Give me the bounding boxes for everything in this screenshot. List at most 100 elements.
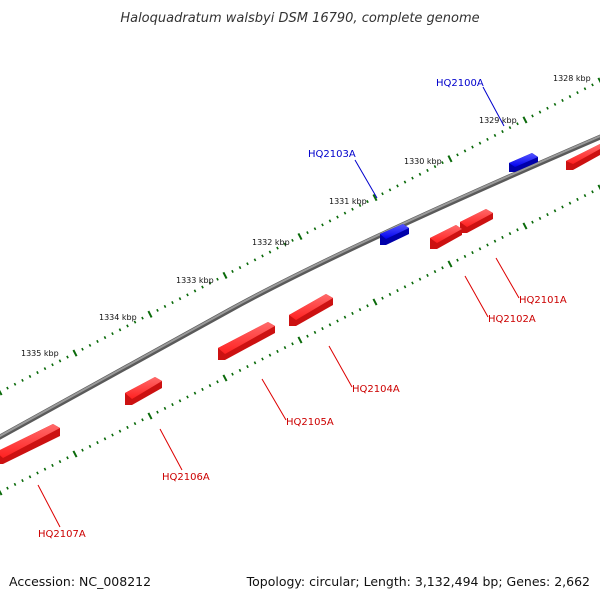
forward-ruler-minor-tick: [433, 165, 437, 169]
forward-ruler-major-tick: [72, 349, 78, 357]
forward-ruler-minor-tick: [516, 122, 519, 126]
reverse-ruler-minor-tick: [351, 311, 354, 315]
reverse-ruler-minor-tick: [411, 281, 414, 285]
forward-ruler-minor-tick: [268, 250, 272, 254]
reverse-ruler-minor-tick: [156, 410, 159, 414]
forward-ruler-minor-tick: [351, 207, 354, 211]
forward-ruler-minor-tick: [216, 277, 219, 281]
reverse-ruler-major-tick: [597, 184, 600, 191]
forward-ruler-minor-tick: [66, 355, 69, 359]
forward-ruler-minor-tick: [486, 137, 489, 141]
forward-ruler-major-tick: [147, 310, 153, 318]
gene-label-HQ2106A[interactable]: HQ2106A: [162, 472, 210, 483]
reverse-ruler-minor-tick: [328, 323, 332, 327]
reverse-ruler-minor-tick: [486, 243, 489, 247]
reverse-ruler-minor-tick: [36, 471, 39, 475]
reverse-ruler-minor-tick: [591, 190, 594, 194]
reverse-ruler-minor-tick: [171, 403, 174, 407]
forward-ruler-minor-tick: [118, 328, 122, 332]
gene-HQ2100A[interactable]: [509, 153, 538, 172]
forward-ruler-major-tick: [597, 77, 600, 84]
forward-ruler-minor-tick: [336, 215, 339, 219]
gene-edge-right[interactable]: [566, 144, 600, 170]
reverse-ruler-minor-tick: [366, 304, 369, 308]
forward-ruler-minor-tick: [246, 262, 249, 266]
reverse-ruler-minor-tick: [561, 205, 564, 209]
reverse-ruler-minor-tick: [493, 239, 497, 243]
scale-label-1334: 1334 kbp: [99, 313, 137, 322]
gene-HQ2107A[interactable]: [0, 424, 60, 464]
forward-ruler-minor-tick: [358, 203, 362, 207]
forward-ruler-minor-tick: [553, 102, 557, 106]
gene-HQ2104A[interactable]: [289, 294, 333, 326]
reverse-ruler-minor-tick: [508, 232, 512, 236]
reverse-ruler-minor-tick: [546, 213, 549, 217]
reverse-ruler-minor-tick: [208, 384, 212, 388]
reverse-ruler-minor-tick: [216, 380, 219, 384]
forward-ruler-minor-tick: [58, 359, 62, 363]
reverse-ruler-minor-tick: [126, 425, 129, 429]
gene-HQ2105A[interactable]: [218, 322, 275, 360]
scale-labels: 1328 kbp 1329 kbp 1330 kbp 1331 kbp 1332…: [21, 74, 591, 358]
reverse-ruler-minor-tick: [111, 433, 114, 437]
reverse-ruler-minor-tick: [283, 346, 287, 350]
reverse-ruler-minor-tick: [531, 220, 534, 224]
forward-ruler-minor-tick: [441, 161, 444, 165]
reverse-ruler-minor-tick: [441, 266, 444, 270]
forward-ruler-minor-tick: [306, 231, 309, 235]
gene-HQ2106A[interactable]: [125, 377, 162, 405]
forward-ruler-minor-tick: [186, 293, 189, 297]
forward-ruler-minor-tick: [51, 363, 54, 367]
gene-label-HQ2100A[interactable]: HQ2100A: [436, 78, 484, 89]
gene-HQ2101A[interactable]: [460, 209, 493, 233]
gene-label-HQ2102A[interactable]: HQ2102A: [488, 314, 536, 325]
reverse-ruler-minor-tick: [103, 437, 107, 441]
gene-label-HQ2103A[interactable]: HQ2103A: [308, 149, 356, 160]
gene-label-HQ2104A[interactable]: HQ2104A: [352, 384, 400, 395]
reverse-ruler-minor-tick: [43, 467, 47, 471]
gene-labels: HQ2100A HQ2101A HQ2102A HQ2103A HQ2104A …: [38, 78, 567, 540]
gene-HQ2103A[interactable]: [380, 224, 409, 245]
scale-label-1332: 1332 kbp: [252, 238, 290, 247]
reverse-ruler-minor-tick: [358, 308, 362, 312]
forward-ruler-minor-tick: [88, 343, 92, 347]
forward-ruler-major-tick: [222, 271, 228, 279]
reverse-ruler-minor-tick: [253, 361, 257, 365]
reverse-ruler-minor-tick: [81, 448, 84, 452]
forward-ruler-minor-tick: [508, 126, 512, 130]
forward-strand-ruler: [0, 77, 600, 396]
scale-label-1330: 1330 kbp: [404, 157, 442, 166]
forward-ruler-minor-tick: [133, 320, 137, 324]
gene-HQ2102A[interactable]: [430, 225, 462, 249]
reverse-ruler-minor-tick: [201, 387, 204, 391]
label-leader-lines: [37, 86, 520, 528]
reverse-ruler-minor-tick: [576, 197, 579, 201]
reverse-ruler-minor-tick: [396, 289, 399, 293]
forward-ruler-minor-tick: [13, 382, 17, 386]
scale-label-1328: 1328 kbp: [553, 74, 591, 83]
reverse-ruler-minor-tick: [141, 418, 144, 422]
gene-label-HQ2107A[interactable]: HQ2107A: [38, 529, 86, 540]
reverse-ruler-minor-tick: [163, 406, 167, 410]
reverse-ruler-minor-tick: [336, 319, 339, 323]
reverse-ruler-major-tick: [72, 450, 78, 458]
reverse-ruler-minor-tick: [268, 353, 272, 357]
reverse-ruler-minor-tick: [538, 216, 542, 220]
reverse-ruler-minor-tick: [178, 399, 182, 403]
reverse-ruler-minor-tick: [381, 296, 384, 300]
forward-ruler-minor-tick: [231, 269, 234, 273]
forward-ruler-minor-tick: [561, 98, 564, 102]
forward-ruler-minor-tick: [411, 176, 414, 180]
forward-ruler-minor-tick: [321, 223, 324, 227]
forward-ruler-minor-tick: [568, 95, 572, 99]
reverse-ruler-minor-tick: [418, 277, 422, 281]
gene-label-HQ2101A[interactable]: HQ2101A: [519, 295, 567, 306]
reverse-ruler-minor-tick: [276, 349, 279, 353]
forward-ruler-major-tick: [297, 232, 303, 241]
gene-label-HQ2105A[interactable]: HQ2105A: [286, 417, 334, 428]
forward-ruler-minor-tick: [583, 87, 587, 91]
reverse-ruler-minor-tick: [118, 429, 122, 433]
reverse-ruler-minor-tick: [66, 456, 69, 460]
forward-ruler-major-tick: [522, 116, 528, 124]
reverse-ruler-minor-tick: [28, 475, 32, 479]
